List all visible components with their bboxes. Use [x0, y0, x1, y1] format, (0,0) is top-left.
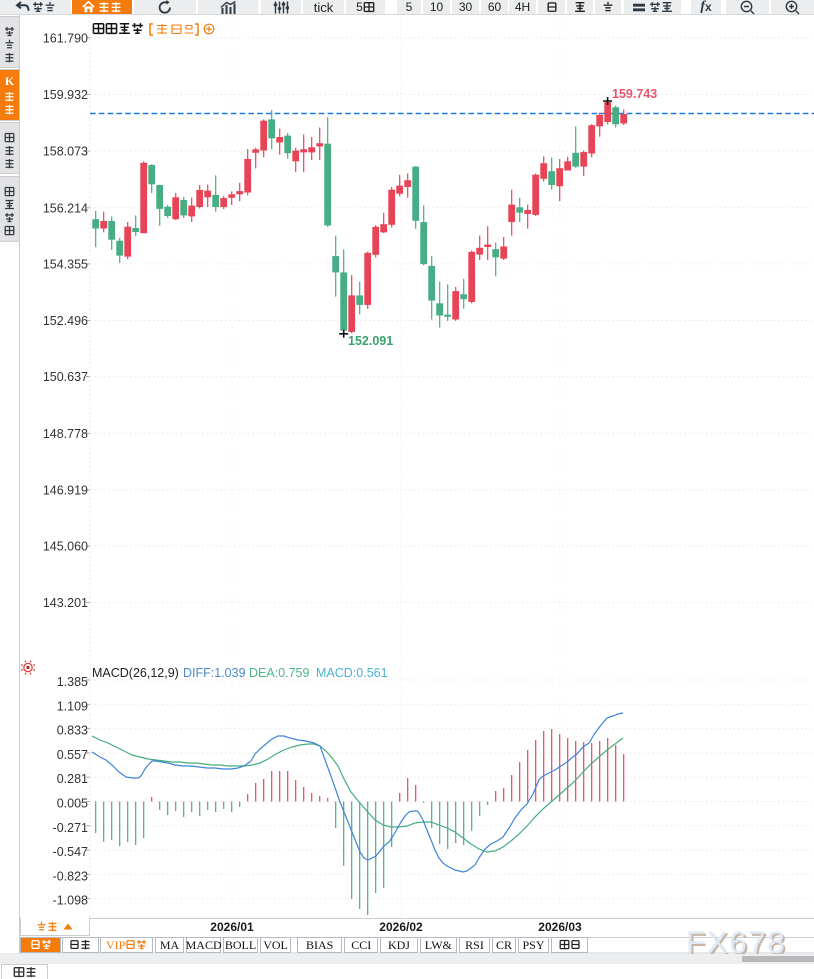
- svg-text:1.385: 1.385: [57, 675, 88, 689]
- svg-text:1.109: 1.109: [57, 699, 88, 713]
- svg-text:152.091: 152.091: [348, 334, 393, 348]
- svg-text:148.778: 148.778: [43, 427, 88, 441]
- svg-text:MACD:0.561: MACD:0.561: [316, 666, 388, 680]
- svg-text:154.355: 154.355: [43, 258, 88, 272]
- svg-text:-0.271: -0.271: [53, 821, 88, 835]
- svg-text:0.005: 0.005: [57, 797, 88, 811]
- svg-text:145.060: 145.060: [43, 540, 88, 554]
- svg-text:DIFF:1.039: DIFF:1.039: [183, 666, 246, 680]
- svg-text:0.557: 0.557: [57, 748, 88, 762]
- svg-text:DEA:0.759: DEA:0.759: [249, 666, 310, 680]
- svg-text:158.073: 158.073: [43, 145, 88, 159]
- svg-text:156.214: 156.214: [43, 201, 88, 215]
- svg-text:-1.098: -1.098: [53, 894, 88, 908]
- svg-text:159.932: 159.932: [43, 88, 88, 102]
- svg-text:2026/03: 2026/03: [538, 920, 582, 934]
- svg-text:159.743: 159.743: [612, 87, 657, 101]
- svg-text:-0.823: -0.823: [53, 869, 88, 883]
- svg-text:150.637: 150.637: [43, 370, 88, 384]
- svg-text:0.833: 0.833: [57, 724, 88, 738]
- svg-text:161.790: 161.790: [43, 31, 88, 45]
- svg-text:0.281: 0.281: [57, 772, 88, 786]
- svg-text:2026/02: 2026/02: [379, 920, 423, 934]
- svg-text:MACD(26,12,9): MACD(26,12,9): [92, 666, 179, 680]
- svg-text:143.201: 143.201: [43, 596, 88, 610]
- svg-text:2026/01: 2026/01: [210, 920, 254, 934]
- svg-text:146.919: 146.919: [43, 484, 88, 498]
- svg-text:152.496: 152.496: [43, 314, 88, 328]
- svg-text:-0.547: -0.547: [53, 845, 88, 859]
